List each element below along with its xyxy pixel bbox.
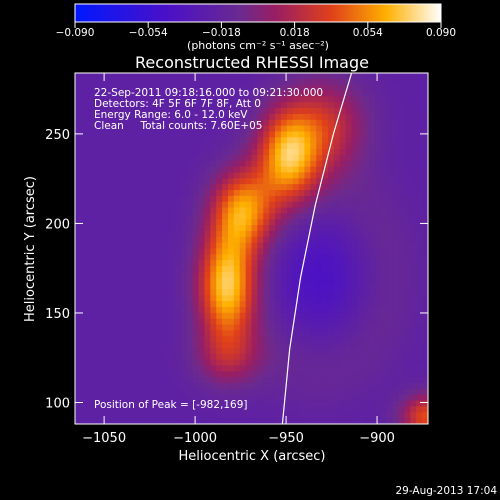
annotation-time: 22-Sep-2011 09:18:16.000 to 09:21:30.000 — [94, 87, 323, 99]
y-tick-label: 200 — [45, 217, 70, 232]
y-axis-label: Heliocentric Y (arcsec) — [23, 176, 38, 322]
y-tick-label: 250 — [45, 128, 70, 143]
x-tick-label: −900 — [359, 431, 395, 446]
peak-position-label: Position of Peak = [-982,169] — [94, 399, 248, 411]
colorbar-tick-label: 0.054 — [353, 27, 383, 39]
colorbar-tick-label: 0.018 — [280, 27, 310, 39]
annotation-detectors: Detectors: 4F 5F 6F 7F 8F, Att 0 — [94, 98, 261, 110]
colorbar — [74, 3, 442, 23]
colorbar-unit: (photons cm⁻² s⁻¹ asec⁻²) — [187, 39, 329, 52]
colorbar-ticks: −0.090 −0.054 −0.018 0.018 0.054 0.090 — [56, 22, 456, 39]
heatmap-cells — [75, 73, 428, 424]
y-tick-label: 100 — [45, 397, 70, 412]
annotation-energy: Energy Range: 6.0 - 12.0 keV — [94, 109, 248, 121]
x-tick-label: −1000 — [173, 431, 217, 446]
footer-date: 29-Aug-2013 17:04 — [395, 485, 497, 497]
colorbar-tick-label: 0.090 — [426, 27, 456, 39]
chart-title: Reconstructed RHESSI Image — [135, 53, 369, 72]
plot-frame — [74, 72, 429, 425]
x-tick-label: −1050 — [82, 431, 126, 446]
x-tick-label: −950 — [268, 431, 304, 446]
colorbar-tick-label: −0.090 — [56, 27, 95, 39]
x-axis-label: Heliocentric X (arcsec) — [179, 449, 326, 464]
colorbar-tick-label: −0.054 — [129, 27, 168, 39]
x-axis-ticks: −1050 −1000 −950 −900 — [82, 73, 395, 446]
colorbar-tick-label: −0.018 — [202, 27, 241, 39]
annotation-clean: Clean Total counts: 7.60E+05 — [94, 120, 263, 132]
solar-limb-arc — [281, 73, 353, 424]
y-tick-label: 150 — [45, 307, 70, 322]
y-axis-ticks: 100 150 200 250 — [45, 128, 428, 412]
